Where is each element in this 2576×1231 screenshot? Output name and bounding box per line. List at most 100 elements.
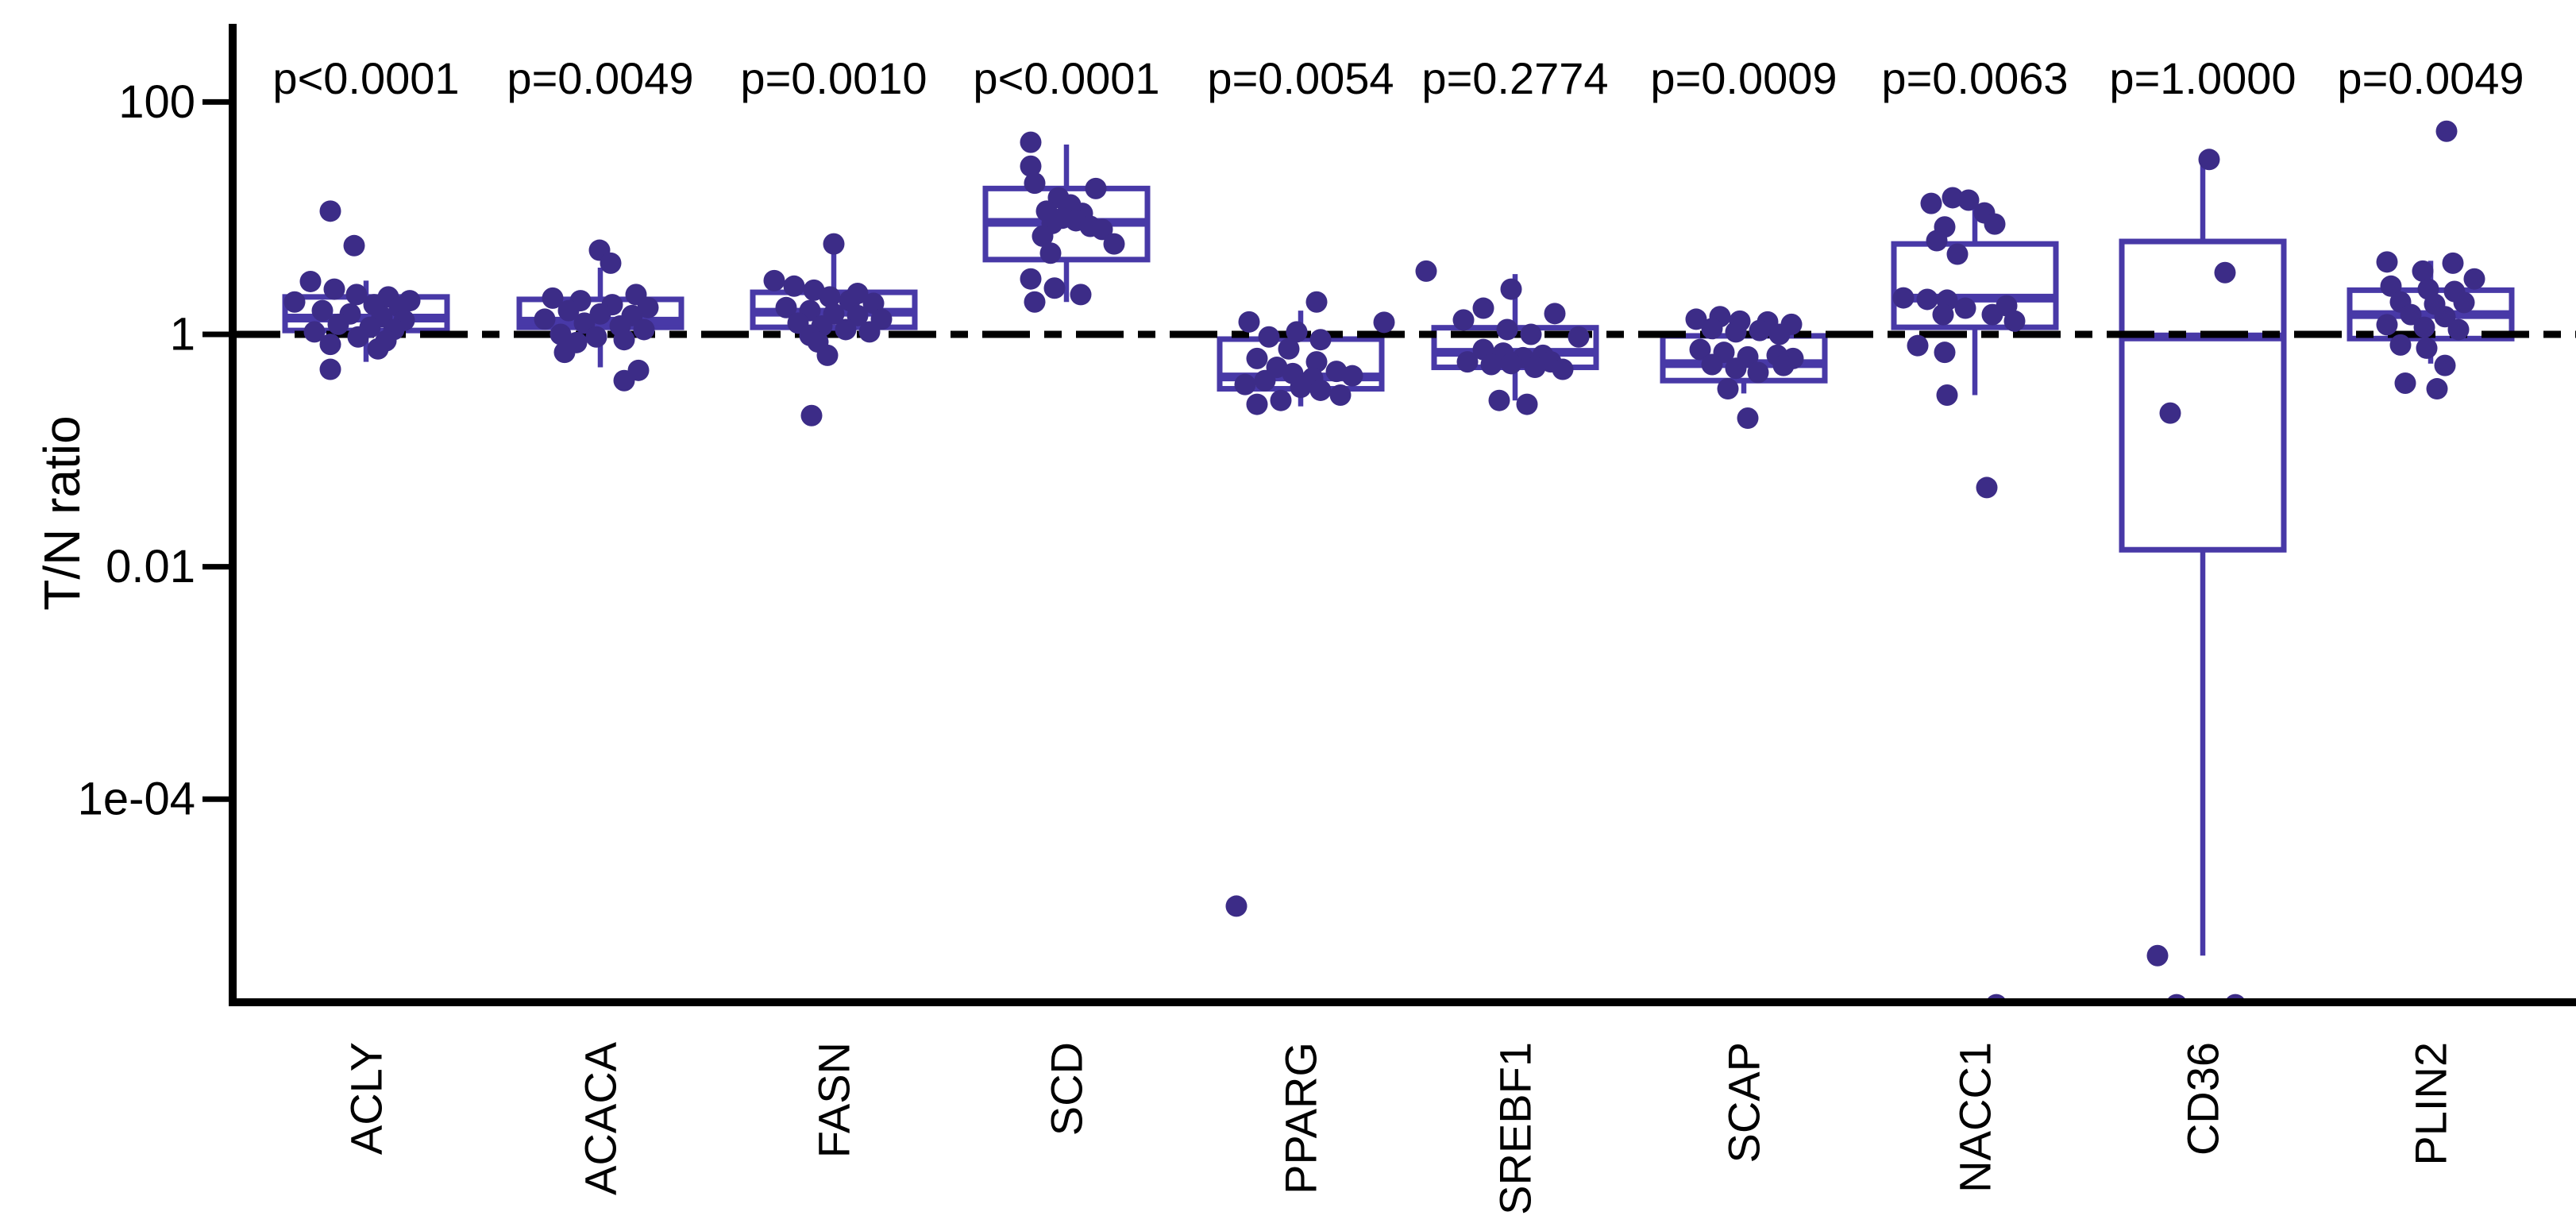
data-point-NACC1 [1892, 287, 1915, 309]
data-point-SCAP [1701, 318, 1723, 340]
data-point-NACC1 [1926, 230, 1948, 252]
data-point-SCAP [1701, 353, 1723, 376]
data-point-NACC1 [1942, 187, 1964, 209]
data-point-SCAP [1685, 308, 1707, 330]
x-axis-label-ACACA: ACACA [576, 1041, 626, 1195]
box-NACC1 [1891, 241, 2059, 330]
data-point-SCAP [1689, 338, 1711, 361]
data-point-NACC1 [1916, 288, 1938, 311]
data-point-SCD [1070, 284, 1092, 306]
data-point-CD36 [2198, 149, 2220, 171]
data-point-NACC1 [1946, 243, 1969, 265]
data-point-SREBF1 [1472, 297, 1494, 319]
x-axis-label-CD36: CD36 [2178, 1042, 2228, 1156]
data-point-PPARG [1373, 311, 1395, 334]
data-point-ACACA [589, 303, 611, 325]
data-point-SCAP [1749, 319, 1771, 342]
data-point-PPARG [1278, 338, 1300, 360]
box-CD36 [2119, 238, 2287, 553]
data-point-PLIN2 [2376, 314, 2398, 336]
data-point-ACLY [303, 321, 326, 343]
data-point-PLIN2 [2416, 337, 2438, 359]
points-ACLY [283, 200, 421, 380]
x-axis-label-SCAP: SCAP [1719, 1042, 1769, 1163]
data-point-SREBF1 [1568, 326, 1590, 348]
data-point-FASN [783, 275, 805, 297]
data-point-NACC1 [1936, 384, 1958, 406]
data-point-PPARG [1309, 379, 1332, 401]
data-point-ACACA [573, 312, 596, 334]
data-point-FASN [846, 304, 869, 326]
x-axis-label-SCD: SCD [1042, 1042, 1092, 1136]
data-point-PPARG [1290, 376, 1312, 399]
data-point-FASN [775, 296, 797, 318]
data-point-ACLY [367, 338, 389, 360]
data-point-SCD [1024, 291, 1046, 313]
data-point-PLIN2 [2389, 334, 2412, 356]
data-point-PPARG [1286, 321, 1308, 343]
data-point-SCAP [1768, 323, 1791, 345]
p-value-label-CD36: p=1.0000 [2109, 53, 2296, 103]
data-point-SCAP [1747, 361, 1769, 384]
data-point-NACC1 [1981, 303, 2003, 326]
data-point-FASN [800, 404, 823, 426]
x-axis-label-PPARG: PPARG [1276, 1042, 1326, 1194]
data-point-SCD [1020, 155, 1042, 177]
data-point-SREBF1 [1500, 278, 1522, 300]
p-value-label-NACC1: p=0.0063 [1881, 53, 2068, 103]
data-point-PLIN2 [2400, 303, 2422, 326]
data-point-SCAP [1725, 357, 1747, 380]
data-point-SREBF1 [1456, 351, 1479, 373]
x-axis-label-PLIN2: PLIN2 [2406, 1042, 2456, 1166]
data-point-ACACA [553, 342, 576, 364]
data-point-NACC1 [1976, 477, 1998, 499]
data-point-NACC1 [2003, 310, 2026, 332]
x-axis-label-FASN: FASN [809, 1042, 859, 1158]
data-point-ACLY [323, 278, 345, 300]
data-point-SCD [1103, 233, 1125, 255]
data-point-FASN [816, 344, 839, 366]
data-point-SCD [1024, 172, 1046, 195]
data-point-NACC1 [1920, 192, 1942, 214]
data-point-SCAP [1737, 407, 1759, 430]
data-point-ACLY [283, 291, 306, 313]
data-point-SCD [1091, 218, 1113, 241]
p-value-label-SREBF1: p=0.2774 [1421, 53, 1608, 103]
data-point-SCAP [1717, 378, 1739, 400]
data-point-SREBF1 [1520, 323, 1542, 345]
data-point-SREBF1 [1524, 357, 1546, 379]
data-point-PLIN2 [2463, 268, 2485, 290]
data-point-ACACA [542, 287, 564, 309]
p-value-label-SCAP: p=0.0009 [1650, 53, 1837, 103]
data-point-PPARG [1341, 365, 1363, 387]
data-point-SREBF1 [1544, 303, 1566, 325]
data-point-SCD [1043, 277, 1066, 299]
p-value-label-FASN: p=0.0010 [740, 53, 927, 103]
y-axis-tick-label: 0.01 [106, 541, 195, 592]
data-point-PLIN2 [2413, 316, 2435, 338]
data-point-PLIN2 [2380, 275, 2402, 297]
data-point-ACLY [347, 326, 369, 348]
data-point-PPARG [1258, 326, 1280, 348]
data-point-ACLY [311, 299, 334, 322]
data-point-SREBF1 [1516, 393, 1538, 415]
data-point-PPARG [1254, 369, 1276, 392]
data-point-PPARG [1305, 291, 1328, 313]
points-NACC1 [1892, 187, 2026, 1002]
data-point-ACLY [299, 270, 322, 292]
data-point-PLIN2 [2435, 120, 2458, 142]
data-point-CD36 [2146, 944, 2169, 967]
points-layer [283, 120, 2485, 1002]
data-point-ACACA [550, 323, 572, 345]
data-point-SCD [1032, 225, 1054, 247]
data-point-ACLY [319, 334, 341, 356]
data-point-SREBF1 [1415, 260, 1437, 282]
data-point-ACLY [327, 313, 349, 335]
x-axis-label-ACLY: ACLY [341, 1042, 391, 1155]
points-FASN [763, 233, 893, 426]
data-point-FASN [819, 286, 841, 308]
data-point-ACACA [613, 369, 635, 392]
points-SREBF1 [1415, 260, 1590, 415]
